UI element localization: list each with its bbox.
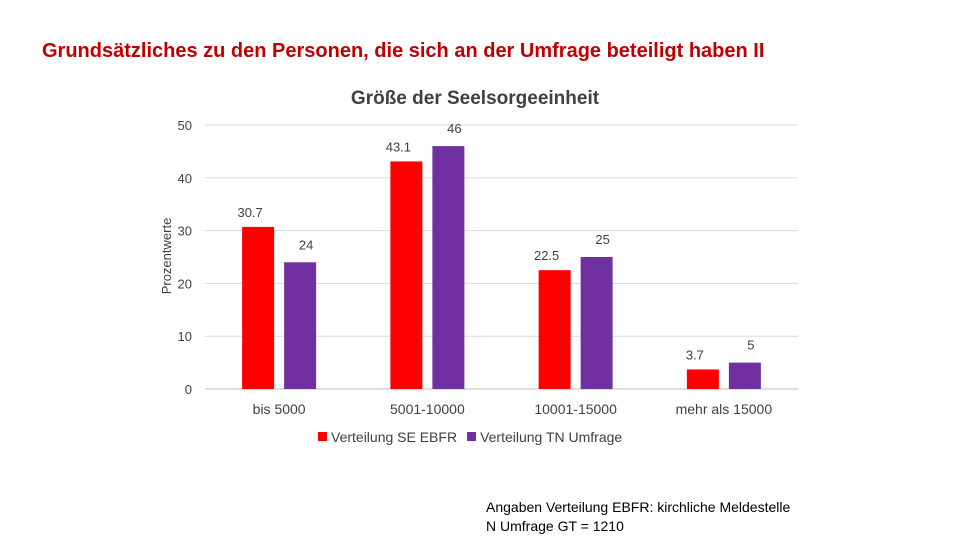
legend-label-se-ebfr: Verteilung SE EBFR [331, 429, 457, 445]
bar-se-ebfr [242, 226, 275, 389]
bars [242, 146, 761, 389]
y-tick-label: 10 [178, 329, 192, 344]
y-tick-labels: 0 10 20 30 40 50 [178, 118, 192, 397]
category-label: mehr als 15000 [676, 401, 773, 417]
y-tick-label: 30 [178, 224, 192, 239]
chart-title: Größe der Seelsorgeeinheit [351, 88, 600, 109]
y-axis-title: Prozentwerte [159, 218, 174, 295]
y-tick-label: 0 [185, 382, 192, 397]
bar-tn-umfrage [580, 257, 613, 389]
legend-swatch-se-ebfr [318, 432, 327, 441]
bar-se-ebfr [686, 369, 719, 389]
category-label: 10001-15000 [534, 401, 617, 417]
data-label: 46 [447, 121, 461, 136]
category-labels: bis 5000 5001-10000 10001-15000 mehr als 15… [253, 401, 773, 417]
legend-label-tn-umfrage: Verteilung TN Umfrage [480, 429, 622, 445]
data-label: 22.5 [534, 248, 559, 263]
data-label: 25 [595, 232, 609, 247]
source-note: Angaben Verteilung EBFR: kirchliche Meld… [486, 498, 790, 536]
y-tick-label: 50 [178, 118, 192, 133]
bar-tn-umfrage [432, 146, 465, 389]
data-label: 5 [747, 338, 754, 353]
data-label: 43.1 [386, 139, 411, 154]
data-label: 24 [299, 237, 313, 252]
legend-swatch-tn-umfrage [467, 432, 477, 441]
bar-tn-umfrage [728, 362, 761, 389]
bar-se-ebfr [538, 270, 571, 389]
source-note-line-2: N Umfrage GT = 1210 [486, 518, 624, 534]
data-labels: 30.7 24 43.1 46 22.5 25 3.7 5 [237, 121, 754, 362]
source-note-line-1: Angaben Verteilung EBFR: kirchliche Meld… [486, 499, 791, 515]
data-label: 30.7 [237, 205, 262, 220]
y-tick-label: 20 [178, 276, 192, 291]
data-label: 3.7 [686, 347, 704, 362]
slide-title: Grundsätzliches zu den Personen, die sic… [42, 40, 765, 62]
bar-tn-umfrage [284, 262, 317, 389]
y-tick-label: 40 [178, 171, 192, 186]
category-label: bis 5000 [253, 401, 306, 417]
legend: Verteilung SE EBFR Verteilung TN Umfrage [318, 429, 622, 445]
category-label: 5001-10000 [390, 401, 465, 417]
bar-se-ebfr [390, 161, 423, 389]
